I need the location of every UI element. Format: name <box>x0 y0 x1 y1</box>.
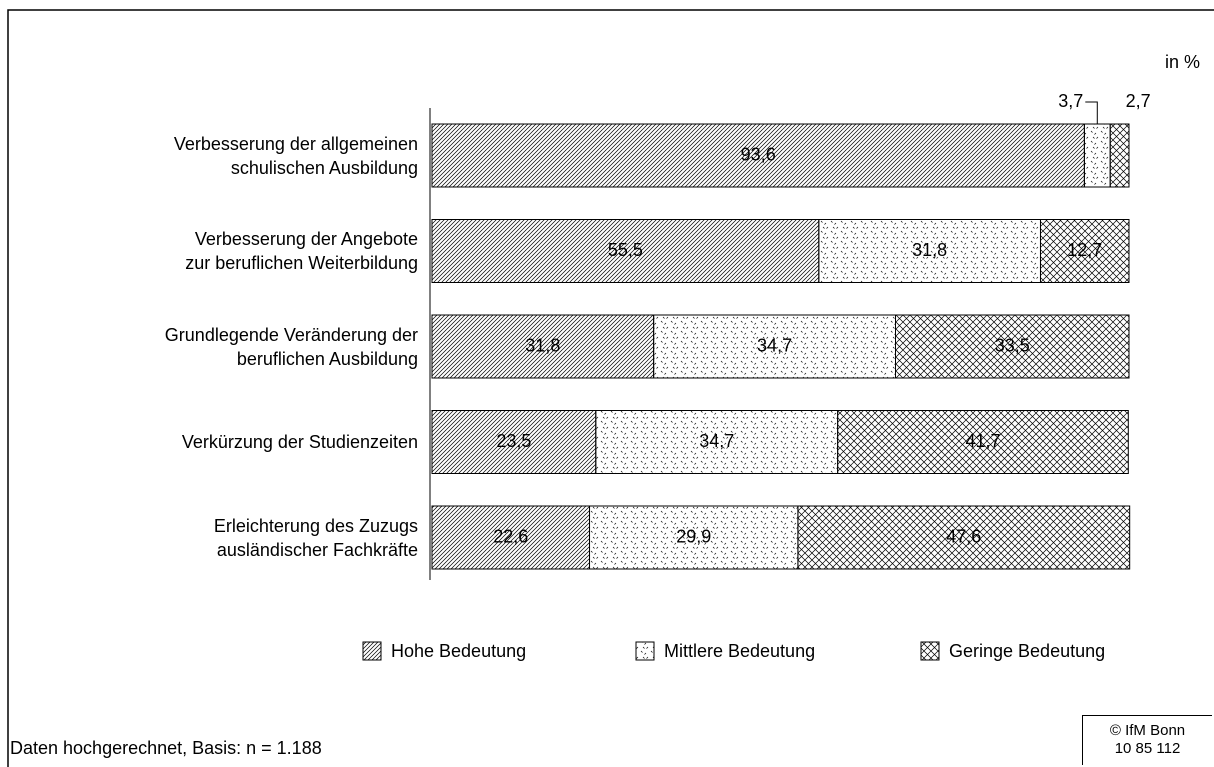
category-label: Verbesserung der Angebote zur berufliche… <box>185 229 418 273</box>
value-label: 29,9 <box>676 526 711 546</box>
bar-segment <box>895 314 1130 379</box>
value-label: 41,7 <box>965 431 1000 451</box>
value-label: 2,7 <box>1126 91 1151 111</box>
value-label: 93,6 <box>741 144 776 164</box>
bar-segment <box>837 410 1129 474</box>
legend-label: Hohe Bedeutung <box>391 641 526 661</box>
bar-segment <box>431 219 820 283</box>
value-label: 33,5 <box>995 335 1030 355</box>
legend-swatch <box>920 641 940 661</box>
bar-segment <box>589 505 799 570</box>
bar-segment <box>431 505 591 570</box>
legend-label: Mittlere Bedeutung <box>664 641 815 661</box>
leader-line <box>1085 101 1098 124</box>
category-label: Erleichterung des Zuzugs ausländischer F… <box>213 515 418 560</box>
bar-segment <box>1109 123 1130 188</box>
value-label: 3,7 <box>1058 91 1083 111</box>
bar-segment <box>431 314 655 379</box>
legend-swatch <box>362 641 382 661</box>
value-label: 34,7 <box>757 335 792 355</box>
value-label: 55,5 <box>608 240 643 260</box>
value-label: 23,5 <box>496 431 531 451</box>
value-label: 22,6 <box>493 526 528 546</box>
legend-label: Geringe Bedeutung <box>949 641 1105 661</box>
bar-segment <box>653 314 897 379</box>
bar-segment <box>431 410 597 474</box>
category-label: Verkürzung der Studienzeiten <box>181 432 418 452</box>
value-label: 12,7 <box>1067 240 1102 260</box>
frame <box>7 9 1214 767</box>
category-label: Grundlegende Veränderung der beruflichen… <box>164 324 418 369</box>
legend-swatch <box>635 641 655 661</box>
footnote: Daten hochgerechnet, Basis: n = 1.188 <box>10 738 322 758</box>
value-label: 31,8 <box>525 335 560 355</box>
bar-segment <box>595 410 839 474</box>
bar-segment <box>797 505 1131 570</box>
unit-note: in % <box>1164 52 1200 72</box>
value-label: 47,6 <box>946 526 981 546</box>
source: © IfM Bonn 10 85 112 <box>1082 715 1212 765</box>
value-label: 34,7 <box>699 431 734 451</box>
category-label: Verbesserung der allgemeinen schulischen… <box>173 133 418 178</box>
bar-segment <box>1083 123 1111 188</box>
value-label: 31,8 <box>912 240 947 260</box>
bar-segment <box>1039 219 1130 283</box>
